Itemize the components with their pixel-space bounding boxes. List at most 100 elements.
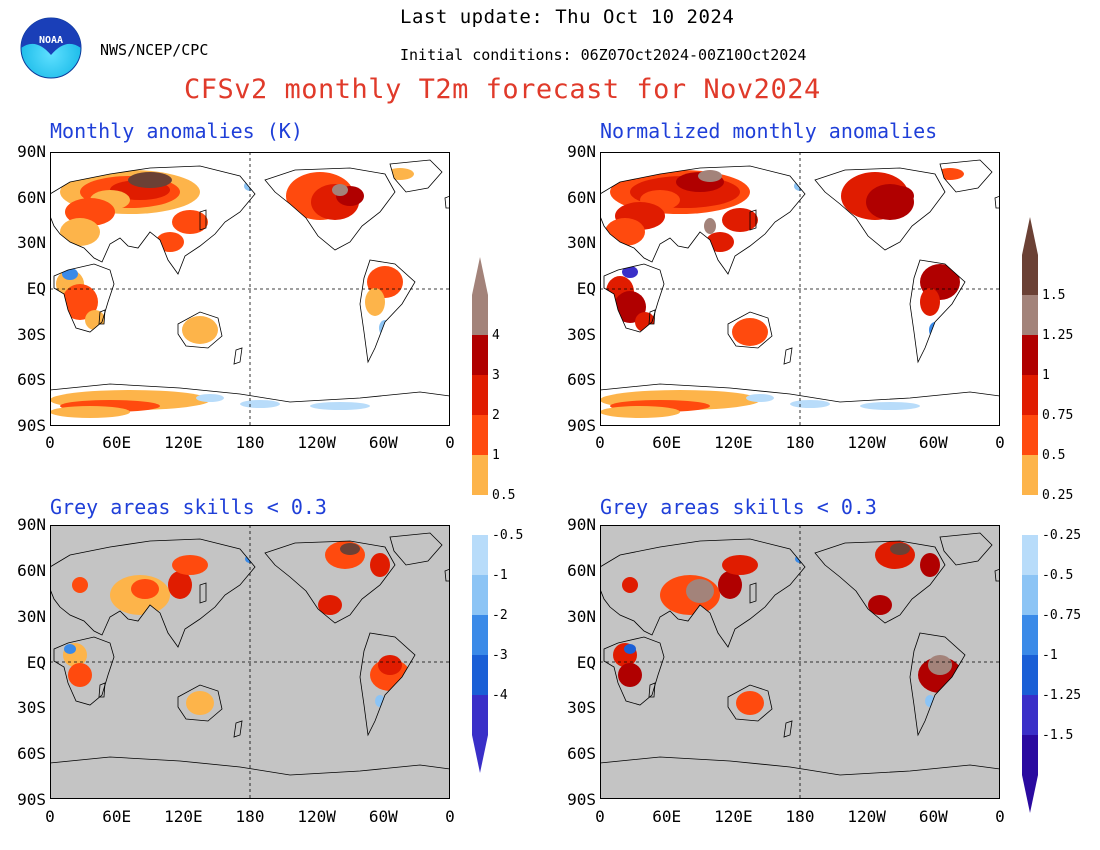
colorbar-warm-segment (1022, 295, 1038, 335)
colorbar-tick-label: 0.25 (1042, 488, 1073, 503)
nz-outline (233, 347, 243, 365)
map-anomalies (49, 152, 451, 427)
eurasia-outline (599, 165, 806, 275)
warm-anomaly-region (60, 218, 100, 246)
cool-anomaly-region (64, 644, 76, 654)
warm-anomaly-region (920, 553, 940, 577)
colorbar-tick-label: 1.5 (1042, 288, 1065, 303)
colorbar-tick-label: -1.25 (1042, 688, 1081, 703)
cool-anomaly-region (746, 394, 774, 402)
japan-outline (199, 582, 207, 604)
lat-tick-label: EQ (26, 652, 46, 672)
lon-tick-label: 0 (595, 807, 605, 826)
colorbar-warm-segment (1022, 455, 1038, 495)
africa-outline (53, 263, 115, 333)
warm-anomaly-region (600, 406, 680, 418)
lat-tick-label: 90N (17, 515, 46, 534)
warm-anomaly-region (182, 316, 218, 344)
warm-anomaly-region (186, 691, 214, 715)
lon-tick-label: 0 (45, 433, 55, 452)
lon-tick-label: 120W (847, 807, 886, 826)
greenland-outline (389, 532, 443, 566)
lon-tick-label: 60W (918, 433, 948, 452)
colorbar-warm-segment (472, 295, 488, 335)
lat-tick-label: 60N (567, 187, 596, 207)
colorbar-neutral-segment (472, 495, 488, 535)
colorbar-tick-label: -0.5 (492, 528, 523, 543)
warm-anomaly-region (920, 288, 940, 316)
colorbar-warm-segment (472, 335, 488, 375)
eurasia-outline (599, 538, 806, 648)
map-frame (600, 152, 1000, 426)
colorbar-tick-label: 3 (492, 368, 500, 383)
colorbar-top-arrow (472, 257, 488, 295)
map-skill-anomalies (49, 525, 451, 800)
lat-tick-label: 90N (17, 142, 46, 161)
lon-tick-label: 180 (235, 807, 265, 826)
cool-anomaly-region (860, 402, 920, 410)
colorbar-tick-label: 1 (1042, 368, 1050, 383)
colorbar-warm-segment (472, 375, 488, 415)
colorbar-cool-segment (1022, 615, 1038, 655)
warm-anomaly-region (732, 318, 768, 346)
lat-tick-label: 30S (567, 698, 596, 718)
warm-anomaly-region (68, 663, 92, 687)
colorbar-cool-segment (472, 615, 488, 655)
colorbar-tick-label: -1 (492, 568, 508, 583)
panel-title-skill-anomalies: Grey areas skills < 0.3 (50, 495, 327, 519)
warm-anomaly-region (172, 555, 208, 575)
lon-tick-label: 0 (445, 807, 455, 826)
warm-anomaly-region (370, 553, 390, 577)
nz-outline (783, 720, 793, 738)
cool-anomaly-region (624, 644, 636, 654)
warm-anomaly-region (618, 663, 642, 687)
cool-anomaly-region (622, 266, 638, 278)
colorbar-cool-segment (1022, 655, 1038, 695)
lon-tick-label: 0 (995, 807, 1005, 826)
colorbar-bottom-arrow (1022, 775, 1038, 813)
lon-tick-label: 120E (714, 433, 753, 452)
lon-tick-label: 120W (847, 433, 886, 452)
colorbar-top-arrow (1022, 217, 1038, 255)
warm-anomaly-region (722, 555, 758, 575)
lon-tick-label: 120E (714, 807, 753, 826)
greenland-outline (939, 532, 993, 566)
logo-text: NOAA (39, 35, 63, 46)
warm-anomaly-region (890, 543, 910, 555)
nz-outline (783, 347, 793, 365)
map-frame (50, 525, 450, 799)
colorbar-tick-label: -4 (492, 688, 508, 703)
colorbar-cool-segment (1022, 695, 1038, 735)
warm-anomaly-region (736, 691, 764, 715)
lat-tick-label: 30S (17, 698, 46, 718)
lon-tick-label: 60E (102, 433, 132, 452)
australia-outline (727, 684, 773, 722)
australia-outline (727, 311, 773, 349)
lon-tick-label: 0 (595, 433, 605, 452)
lon-tick-label: 120W (297, 433, 336, 452)
colorbar-tick-label: -1 (1042, 648, 1058, 663)
lat-tick-label: 60N (567, 560, 596, 580)
lat-tick-label: 30N (17, 606, 46, 626)
colorbar-warm-segment (1022, 375, 1038, 415)
map-skill-normalized (599, 525, 1001, 800)
colorbar-tick-label: 0.5 (492, 488, 515, 503)
lon-tick-label: 60W (368, 433, 398, 452)
lat-tick-label: 60N (17, 560, 46, 580)
samerica-outline (359, 632, 416, 737)
colorbar-tick-label: 2 (492, 408, 500, 423)
lat-tick-label: 30S (17, 324, 46, 344)
lon-tick-label: 0 (445, 433, 455, 452)
colorbar-cool-segment (472, 655, 488, 695)
colorbar-bottom-arrow (472, 735, 488, 773)
africa-outline (53, 636, 115, 706)
colorbar-tick-label: -0.75 (1042, 608, 1081, 623)
colorbar-cool-segment (1022, 575, 1038, 615)
panel-title-skill-normalized: Grey areas skills < 0.3 (600, 495, 877, 519)
warm-anomaly-region (886, 186, 914, 206)
eurasia-outline (49, 538, 256, 648)
warm-anomaly-region (722, 208, 758, 232)
lon-tick-label: 180 (785, 433, 815, 452)
colorbar-warm-segment (472, 415, 488, 455)
norm-map-svg (599, 152, 1001, 427)
